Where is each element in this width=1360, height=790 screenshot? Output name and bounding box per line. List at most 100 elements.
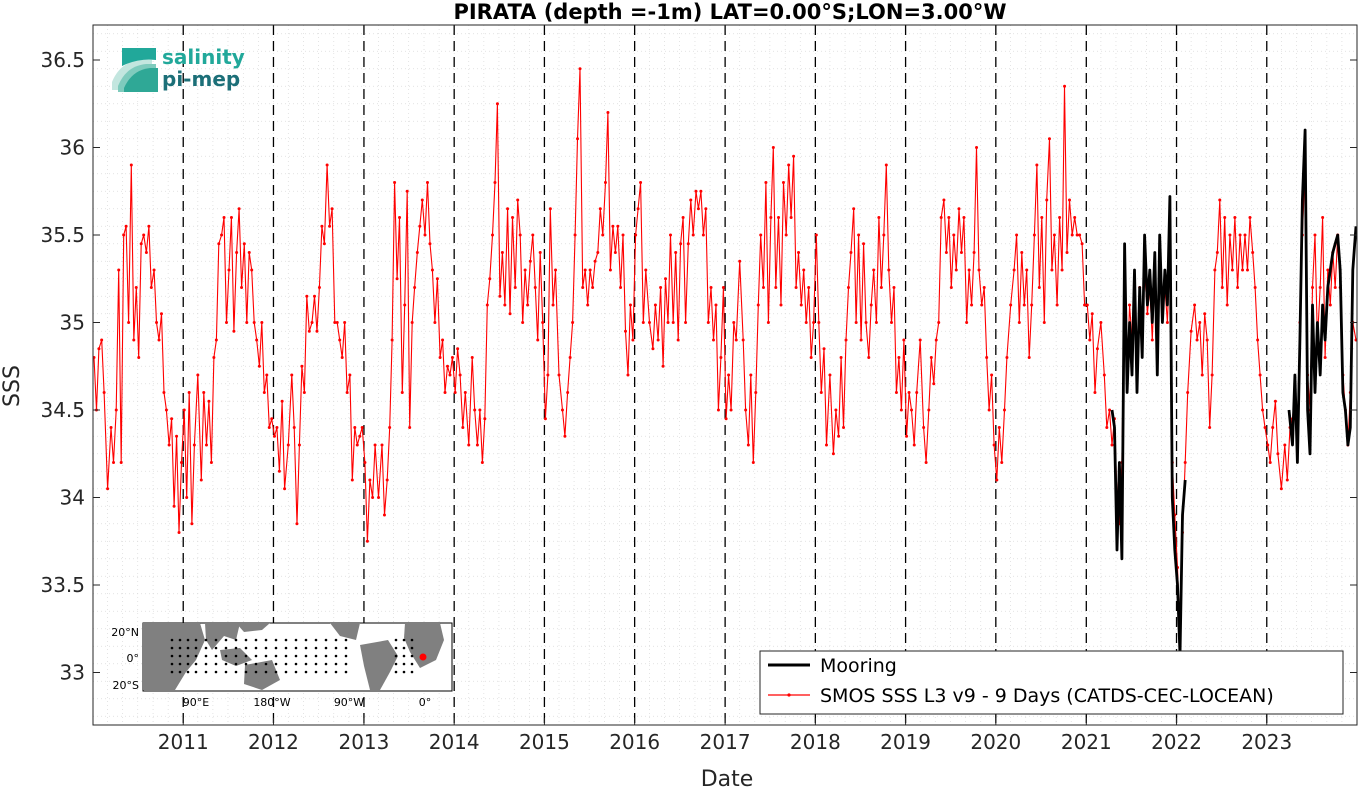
data-point-smos	[117, 268, 121, 272]
data-point-smos	[694, 189, 698, 193]
inset-mooring-dot	[244, 646, 248, 650]
data-point-smos	[1030, 303, 1034, 307]
data-point-smos	[759, 233, 763, 237]
data-point-smos	[317, 286, 321, 289]
data-point-smos	[719, 356, 723, 359]
inset-mooring-dot	[194, 670, 198, 674]
data-point-smos	[1165, 321, 1169, 324]
inset-mooring-dot	[314, 638, 318, 642]
data-point-smos	[676, 338, 680, 342]
data-point-smos	[915, 391, 919, 394]
data-point-smos	[1213, 268, 1217, 272]
data-point-smos	[927, 408, 931, 412]
data-point-smos	[267, 426, 271, 429]
data-point-smos	[611, 224, 615, 228]
inset-mooring-dot	[324, 662, 328, 666]
inset-mooring-dot	[264, 670, 268, 674]
data-point-smos	[328, 224, 332, 228]
data-point-smos	[939, 216, 943, 219]
data-point-smos	[214, 338, 218, 342]
inset-mooring-dot	[294, 646, 298, 650]
data-point-smos	[802, 268, 806, 272]
y-axis-label: SSS	[0, 365, 25, 407]
data-point-smos	[475, 443, 479, 447]
data-point-smos	[448, 373, 452, 377]
data-point-smos	[962, 216, 966, 219]
inset-mooring-dot	[314, 670, 318, 674]
data-point-smos	[470, 356, 474, 359]
inset-lon-tick-0: 0°	[419, 696, 432, 709]
data-point-smos	[591, 286, 595, 289]
data-point-smos	[350, 478, 354, 482]
data-point-smos	[644, 268, 648, 272]
series-line-mooring	[1110, 195, 1187, 657]
data-point-smos	[1022, 303, 1026, 307]
x-tick-label: 2013	[338, 730, 389, 754]
data-point-smos	[192, 443, 196, 447]
data-point-smos	[1002, 408, 1006, 412]
data-point-smos	[286, 443, 290, 447]
x-tick-label: 2017	[700, 730, 751, 754]
inset-mooring-dot	[274, 662, 278, 666]
data-point-smos	[769, 216, 773, 219]
year-boundary-lines	[182, 25, 1268, 725]
data-point-smos	[433, 321, 437, 324]
inset-mooring-dot	[234, 646, 238, 650]
data-point-smos	[671, 321, 675, 324]
data-point-smos	[686, 242, 690, 246]
data-point-smos	[874, 321, 878, 324]
data-point-smos	[756, 303, 760, 307]
data-point-smos	[852, 207, 856, 211]
inset-mooring-dot	[264, 654, 268, 658]
data-point-smos	[588, 268, 592, 272]
data-point-smos	[679, 242, 683, 246]
data-point-smos	[706, 321, 710, 324]
y-tick-label: 36.5	[40, 48, 85, 72]
data-point-smos	[521, 321, 525, 324]
data-point-smos	[446, 364, 450, 368]
data-point-smos	[377, 496, 381, 499]
inset-lon-tick-180w: 180°W	[253, 696, 290, 709]
data-point-smos	[828, 373, 832, 377]
data-point-smos	[262, 391, 266, 394]
data-point-smos	[461, 426, 465, 429]
data-point-smos	[229, 216, 233, 219]
data-point-smos	[822, 347, 826, 351]
data-point-smos	[824, 443, 828, 447]
inset-mooring-dot	[284, 638, 288, 642]
data-point-smos	[302, 391, 306, 394]
data-point-smos	[541, 321, 545, 324]
data-point-smos	[944, 251, 948, 254]
inset-mooring-dot	[314, 646, 318, 650]
data-point-smos	[1067, 198, 1071, 202]
data-point-smos	[516, 198, 520, 202]
data-point-smos	[325, 163, 329, 167]
data-point-smos	[965, 321, 969, 324]
data-point-smos	[175, 434, 179, 438]
data-point-smos	[196, 373, 200, 377]
data-point-smos	[335, 321, 339, 324]
data-point-smos	[766, 321, 770, 324]
data-point-smos	[902, 338, 906, 342]
data-point-smos	[970, 303, 974, 307]
inset-mooring-dot	[410, 646, 414, 650]
data-point-smos	[149, 286, 153, 289]
data-point-smos	[187, 391, 191, 394]
inset-mooring-dot	[186, 670, 190, 674]
data-point-smos	[483, 417, 487, 421]
data-point-smos	[395, 277, 399, 281]
data-point-smos	[1271, 426, 1275, 429]
data-point-smos	[488, 277, 492, 281]
x-tick-label: 2023	[1241, 730, 1292, 754]
inset-mooring-dot	[334, 670, 338, 674]
data-point-smos	[647, 321, 651, 324]
legend-box	[759, 650, 1344, 715]
data-point-smos	[1020, 251, 1024, 254]
data-point-smos	[1215, 251, 1219, 254]
data-point-smos	[467, 443, 471, 447]
inset-mooring-dot	[344, 662, 348, 666]
data-point-smos	[207, 399, 211, 403]
data-point-smos	[453, 391, 457, 394]
inset-mooring-dot	[204, 662, 208, 666]
data-point-smos	[691, 233, 695, 237]
